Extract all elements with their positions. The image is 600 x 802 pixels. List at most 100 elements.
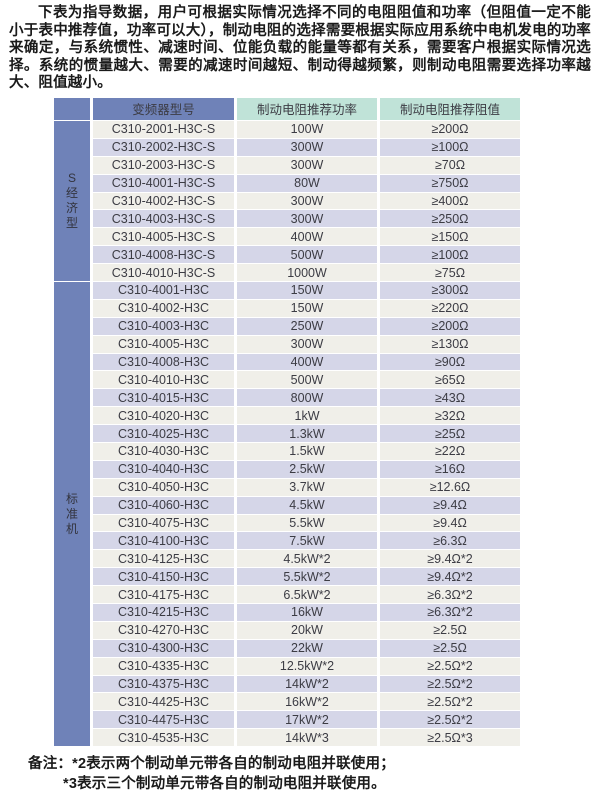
table-row: C310-4001-H3C-S 80W ≥750Ω xyxy=(54,174,520,192)
model-cell: C310-4075-H3C xyxy=(93,514,234,532)
table-body: S 经济型 C310-2001-H3C-S 100W ≥200Ω C310-2002-H3… xyxy=(54,120,520,747)
model-cell: C310-4300-H3C xyxy=(93,639,234,657)
resistance-cell: ≥150Ω xyxy=(380,228,520,246)
footnote-line-2: *3表示三个制动单元带各自的制动电阻并联使用。 xyxy=(63,776,386,793)
table-row: C310-4008-H3C-S 500W ≥100Ω xyxy=(54,246,520,264)
table-row: C310-4002-H3C 150W ≥220Ω xyxy=(54,299,520,317)
resistance-cell: ≥2.5Ω*2 xyxy=(380,693,520,711)
model-cell: C310-4270-H3C xyxy=(93,621,234,639)
resistance-cell: ≥2.5Ω*2 xyxy=(380,711,520,729)
table-row: C310-4025-H3C 1.3kW ≥25Ω xyxy=(54,425,520,442)
resistance-cell: ≥250Ω xyxy=(380,210,520,228)
resistance-cell: ≥300Ω xyxy=(380,281,520,299)
table-row: C310-4335-H3C 12.5kW*2 ≥2.5Ω*2 xyxy=(54,657,520,675)
resistance-cell: ≥90Ω xyxy=(380,353,520,371)
model-cell: C310-2003-H3C-S xyxy=(93,156,234,174)
resistance-cell: ≥25Ω xyxy=(380,425,520,442)
power-cell: 16kW xyxy=(237,604,377,621)
model-cell: C310-4125-H3C xyxy=(93,550,234,568)
table-corner-cell xyxy=(54,97,90,120)
resistance-cell: ≥220Ω xyxy=(380,299,520,317)
resistance-cell: ≥2.5Ω*2 xyxy=(380,657,520,675)
power-cell: 12.5kW*2 xyxy=(237,657,377,675)
model-cell: C310-4015-H3C xyxy=(93,389,234,407)
resistance-cell: ≥32Ω xyxy=(380,407,520,425)
table-row: C310-2002-H3C-S 300W ≥100Ω xyxy=(54,138,520,156)
resistance-cell: ≥16Ω xyxy=(380,460,520,478)
power-cell: 20kW xyxy=(237,621,377,639)
power-cell: 100W xyxy=(237,120,377,138)
resistance-cell: ≥22Ω xyxy=(380,443,520,460)
table-row: C310-4375-H3C 14kW*2 ≥2.5Ω*2 xyxy=(54,675,520,693)
power-cell: 1.3kW xyxy=(237,425,377,442)
model-cell: C310-4060-H3C xyxy=(93,496,234,514)
table-row: C310-4010-H3C-S 1000W ≥75Ω xyxy=(54,264,520,281)
resistance-cell: ≥6.3Ω*2 xyxy=(380,586,520,604)
resistance-cell: ≥6.3Ω xyxy=(380,532,520,550)
table-row: C310-4535-H3C 14kW*3 ≥2.5Ω*3 xyxy=(54,729,520,747)
table-row: C310-4175-H3C 6.5kW*2 ≥6.3Ω*2 xyxy=(54,586,520,604)
braking-resistor-table: 变频器型号 制动电阻推荐功率 制动电阻推荐阻值 S 经济型 C310-2001-H3… xyxy=(51,97,523,747)
model-cell: C310-4005-H3C xyxy=(93,335,234,353)
table-row: C310-4005-H3C 300W ≥130Ω xyxy=(54,335,520,353)
table-row: C310-4425-H3C 16kW*2 ≥2.5Ω*2 xyxy=(54,693,520,711)
model-cell: C310-4425-H3C xyxy=(93,693,234,711)
resistance-cell: ≥65Ω xyxy=(380,371,520,389)
resistance-cell: ≥43Ω xyxy=(380,389,520,407)
power-cell: 22kW xyxy=(237,639,377,657)
resistance-cell: ≥200Ω xyxy=(380,317,520,335)
table-row: 标准机 C310-4001-H3C 150W ≥300Ω xyxy=(54,281,520,747)
power-cell: 400W xyxy=(237,228,377,246)
category-cell: 标准机 xyxy=(54,281,90,747)
model-cell: C310-2001-H3C-S xyxy=(93,120,234,138)
resistance-cell: ≥9.4Ω xyxy=(380,496,520,514)
table-row: C310-2003-H3C-S 300W ≥70Ω xyxy=(54,156,520,174)
table-row: C310-4300-H3C 22kW ≥2.5Ω xyxy=(54,639,520,657)
resistance-cell: ≥9.4Ω*2 xyxy=(380,568,520,586)
model-cell: C310-4002-H3C xyxy=(93,299,234,317)
resistance-cell: ≥400Ω xyxy=(380,192,520,210)
power-cell: 2.5kW xyxy=(237,460,377,478)
power-cell: 150W xyxy=(237,299,377,317)
model-cell: C310-4475-H3C xyxy=(93,711,234,729)
model-cell: C310-4335-H3C xyxy=(93,657,234,675)
resistance-cell: ≥9.4Ω xyxy=(380,514,520,532)
model-cell: C310-4003-H3C xyxy=(93,317,234,335)
power-cell: 4.5kW xyxy=(237,496,377,514)
table-header-row: 变频器型号 制动电阻推荐功率 制动电阻推荐阻值 xyxy=(54,97,520,120)
category-label: 标准机 xyxy=(65,491,78,536)
model-cell: C310-4002-H3C-S xyxy=(93,192,234,210)
model-cell: C310-2002-H3C-S xyxy=(93,138,234,156)
power-cell: 300W xyxy=(237,210,377,228)
model-cell: C310-4150-H3C xyxy=(93,568,234,586)
resistance-cell: ≥130Ω xyxy=(380,335,520,353)
footnote-line-1: 备注：*2表示两个制动单元带各自的制动电阻并联使用； xyxy=(28,756,395,773)
resistance-cell: ≥100Ω xyxy=(380,246,520,264)
power-cell: 150W xyxy=(237,281,377,299)
table-row: C310-4002-H3C-S 300W ≥400Ω xyxy=(54,192,520,210)
resistance-cell: ≥70Ω xyxy=(380,156,520,174)
power-cell: 500W xyxy=(237,371,377,389)
footnotes: 备注：*2表示两个制动单元带各自的制动电阻并联使用； *3表示三个制动单元带各自… xyxy=(28,754,600,794)
power-cell: 300W xyxy=(237,138,377,156)
resistance-cell: ≥75Ω xyxy=(380,264,520,281)
model-cell: C310-4175-H3C xyxy=(93,586,234,604)
table-row: C310-4060-H3C 4.5kW ≥9.4Ω xyxy=(54,496,520,514)
table-row: C310-4010-H3C 500W ≥65Ω xyxy=(54,371,520,389)
table-row: C310-4003-H3C 250W ≥200Ω xyxy=(54,317,520,335)
resistance-cell: ≥100Ω xyxy=(380,138,520,156)
table-row: C310-4050-H3C 3.7kW ≥12.6Ω xyxy=(54,478,520,496)
table-row: C310-4040-H3C 2.5kW ≥16Ω xyxy=(54,460,520,478)
power-cell: 1.5kW xyxy=(237,443,377,460)
table-row: C310-4125-H3C 4.5kW*2 ≥9.4Ω*2 xyxy=(54,550,520,568)
table-row: C310-4030-H3C 1.5kW ≥22Ω xyxy=(54,443,520,460)
model-cell: C310-4008-H3C-S xyxy=(93,246,234,264)
col-header-power: 制动电阻推荐功率 xyxy=(237,97,377,120)
model-cell: C310-4050-H3C xyxy=(93,478,234,496)
table-row: C310-4100-H3C 7.5kW ≥6.3Ω xyxy=(54,532,520,550)
power-cell: 3.7kW xyxy=(237,478,377,496)
table-row: C310-4003-H3C-S 300W ≥250Ω xyxy=(54,210,520,228)
power-cell: 17kW*2 xyxy=(237,711,377,729)
